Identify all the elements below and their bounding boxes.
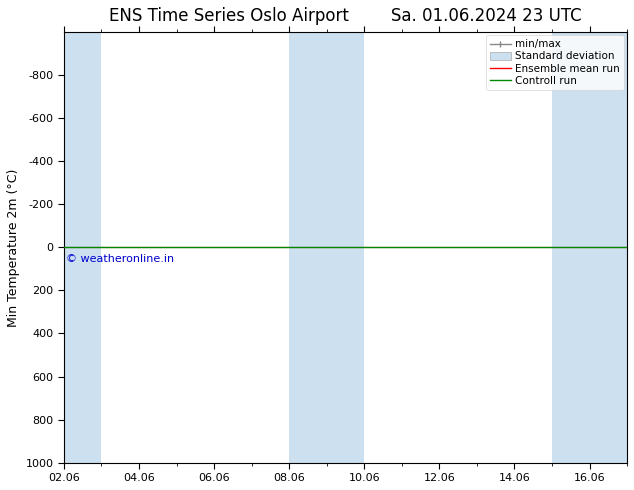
Bar (64, 32, 101, 463)
Y-axis label: Min Temperature 2m (°C): Min Temperature 2m (°C) (7, 168, 20, 326)
Bar (289, 32, 365, 463)
Bar (552, 32, 627, 463)
Title: ENS Time Series Oslo Airport        Sa. 01.06.2024 23 UTC: ENS Time Series Oslo Airport Sa. 01.06.2… (109, 7, 582, 25)
Legend: min/max, Standard deviation, Ensemble mean run, Controll run: min/max, Standard deviation, Ensemble me… (486, 35, 624, 90)
Text: © weatheronline.in: © weatheronline.in (66, 254, 174, 264)
